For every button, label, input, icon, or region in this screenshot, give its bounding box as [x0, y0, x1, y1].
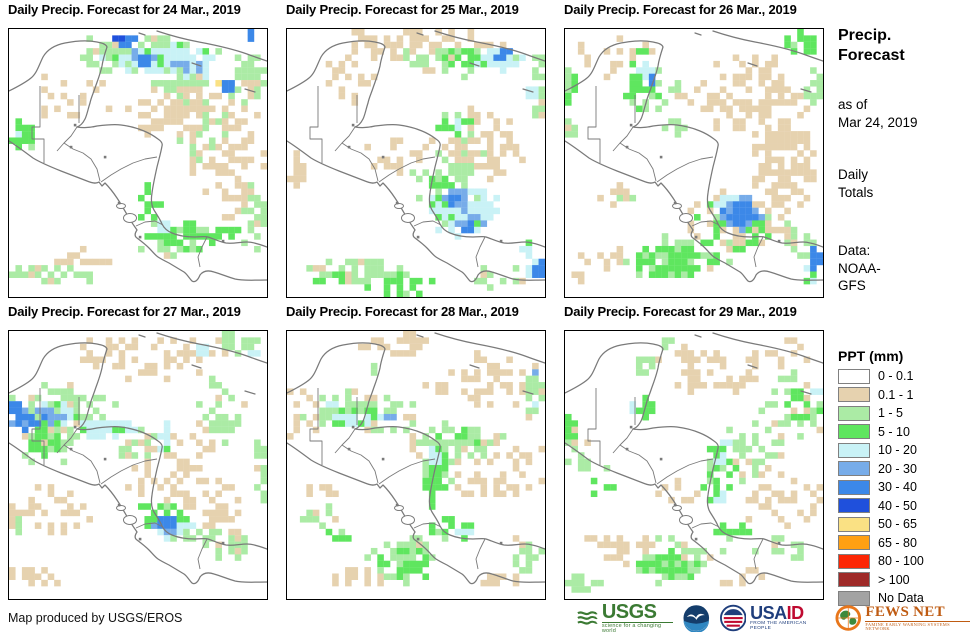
map-title-mar25: Daily Precip. Forecast for 25 Mar., 2019: [286, 2, 519, 17]
map-title-mar24: Daily Precip. Forecast for 24 Mar., 2019: [8, 2, 241, 17]
map-credit: Map produced by USGS/EROS: [8, 611, 183, 625]
map-title-mar29: Daily Precip. Forecast for 29 Mar., 2019: [564, 304, 797, 319]
map-title-mar28: Daily Precip. Forecast for 28 Mar., 2019: [286, 304, 519, 319]
legend-swatch: [838, 590, 870, 606]
legend-label: 10 - 20: [878, 443, 917, 457]
legend-swatch: [838, 461, 870, 476]
noaa-logo-icon: [683, 605, 710, 632]
sidebar-data-source: Data: NOAA- GFS: [838, 243, 881, 294]
map-mar26: [564, 28, 824, 298]
forecast-panel-mar29: Daily Precip. Forecast for 29 Mar., 2019: [564, 304, 824, 600]
map-title-mar26: Daily Precip. Forecast for 26 Mar., 2019: [564, 2, 797, 17]
fewsnet-tagline: FAMINE EARLY WARNING SYSTEMS NETWORK: [865, 621, 950, 631]
legend-label: 1 - 5: [878, 406, 904, 420]
usaid-name: USAID: [750, 604, 825, 622]
precip-map-mar29: [565, 332, 823, 593]
logo-row: USGS science for a changing world USAID …: [577, 602, 970, 634]
map-mar29: [564, 330, 824, 600]
legend-swatch: [838, 387, 870, 402]
legend-label: 0 - 0.1: [878, 369, 914, 383]
legend-label: > 100: [878, 572, 910, 587]
forecast-panel-mar28: Daily Precip. Forecast for 28 Mar., 2019: [286, 304, 546, 600]
usgs-text: USGS science for a changing world: [601, 600, 674, 635]
map-title-mar27: Daily Precip. Forecast for 27 Mar., 2019: [8, 304, 241, 319]
forecast-panel-mar25: Daily Precip. Forecast for 25 Mar., 2019: [286, 2, 546, 298]
legend-title: PPT (mm): [838, 348, 904, 364]
legend-label: 40 - 50: [878, 498, 917, 513]
forecast-panel-mar24: Daily Precip. Forecast for 24 Mar., 2019: [8, 2, 268, 298]
legend-swatch: [838, 498, 870, 513]
legend-label: 80 - 100: [878, 554, 924, 568]
usaid-emblem-icon: [719, 604, 747, 632]
legend-swatch: [838, 368, 870, 384]
usaid-logo: USAID FROM THE AMERICAN PEOPLE: [719, 604, 825, 632]
map-mar24: [8, 28, 268, 298]
fewsnet-logo: FEWS NET FAMINE EARLY WARNING SYSTEMS NE…: [835, 604, 970, 632]
precip-map-mar25: [287, 29, 545, 297]
sidebar-daily-totals: Daily Totals: [838, 167, 874, 200]
usgs-tagline: science for a changing world: [601, 621, 674, 635]
legend-item: 30 - 40: [838, 479, 924, 495]
legend-item: 0.1 - 1: [838, 387, 924, 402]
legend-swatch: [838, 442, 870, 458]
legend-item: 40 - 50: [838, 498, 924, 513]
usaid-tagline: FROM THE AMERICAN PEOPLE: [750, 621, 807, 631]
legend-label: 50 - 65: [878, 517, 917, 531]
usaid-text: USAID FROM THE AMERICAN PEOPLE: [750, 604, 825, 632]
usgs-name: USGS: [601, 600, 657, 623]
fewsnet-name: FEWS NET: [865, 604, 970, 622]
precip-map-mar24: [9, 29, 267, 285]
legend-label: 5 - 10: [878, 424, 910, 439]
legend-label: 30 - 40: [878, 480, 917, 494]
legend-swatch: [838, 572, 870, 587]
map-mar28: [286, 330, 546, 600]
forecast-panel-mar26: Daily Precip. Forecast for 26 Mar., 2019: [564, 2, 824, 298]
precip-map-mar26: [565, 29, 823, 285]
legend-item: 5 - 10: [838, 424, 924, 439]
legend-swatch: [838, 405, 870, 421]
fewsnet-text: FEWS NET FAMINE EARLY WARNING SYSTEMS NE…: [865, 604, 970, 632]
precip-map-mar28: [287, 331, 545, 587]
forecast-panel-mar27: Daily Precip. Forecast for 27 Mar., 2019: [8, 304, 268, 600]
legend-swatch: [838, 535, 870, 550]
legend-item: 80 - 100: [838, 553, 924, 569]
usgs-logo: USGS science for a changing world: [577, 600, 674, 635]
legend-swatch: [838, 424, 870, 439]
legend-label: 0.1 - 1: [878, 387, 914, 402]
legend-item: 1 - 5: [838, 405, 924, 421]
map-mar25: [286, 28, 546, 298]
legend-swatch: [838, 479, 870, 495]
legend-label: No Data: [878, 591, 924, 605]
legend-item: 50 - 65: [838, 516, 924, 532]
legend-swatch: [838, 516, 870, 532]
fewsnet-globe-icon: [835, 605, 861, 631]
legend-swatch: [838, 553, 870, 569]
legend-item: 65 - 80: [838, 535, 924, 550]
usgs-wave-icon: [577, 611, 598, 625]
legend-item: 0 - 0.1: [838, 368, 924, 384]
legend: 0 - 0.1 0.1 - 1 1 - 5 5 - 10 10 - 20 20 - 30 3…: [838, 368, 924, 610]
sidebar-as-of: as of Mar 24, 2019: [838, 97, 918, 130]
legend-item: 20 - 30: [838, 461, 924, 476]
usaid-name-usa: USA: [750, 603, 787, 624]
precip-map-mar27: [9, 331, 267, 587]
legend-item: No Data: [838, 590, 924, 606]
sidebar-title: Precip. Forecast: [838, 27, 905, 64]
legend-item: > 100: [838, 572, 924, 587]
legend-label: 20 - 30: [878, 461, 917, 476]
map-mar27: [8, 330, 268, 600]
legend-item: 10 - 20: [838, 442, 924, 458]
legend-label: 65 - 80: [878, 535, 917, 550]
usaid-name-id: ID: [786, 603, 805, 624]
